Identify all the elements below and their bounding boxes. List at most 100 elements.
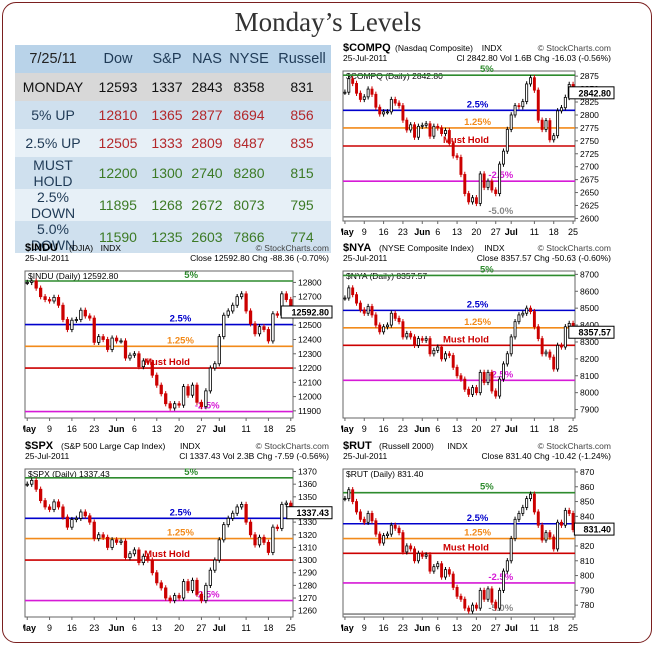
candle-body	[231, 304, 235, 312]
table-cell: 12810	[91, 101, 145, 129]
candle-body	[517, 513, 521, 520]
candle-body	[235, 506, 239, 514]
candle-body	[532, 77, 536, 91]
brand-text: © StockCharts.com	[538, 441, 611, 451]
candle-body	[536, 511, 540, 526]
candle-body	[195, 384, 199, 403]
candle-body	[362, 518, 366, 523]
x-tick-label: 9	[47, 424, 52, 434]
x-tick-label: 23	[398, 424, 408, 434]
candle-body	[173, 403, 177, 409]
candle-body	[370, 88, 374, 95]
candle-body	[529, 77, 532, 85]
y-tick-label: 12200	[298, 363, 322, 373]
level-label: 5%	[480, 264, 494, 275]
chart-symbol: $SPX	[25, 440, 54, 452]
candle-body	[25, 483, 29, 486]
candle-body	[43, 296, 47, 300]
y-tick-label: 12300	[298, 349, 322, 359]
y-tick-label: 860	[580, 482, 594, 492]
candle-body	[150, 361, 154, 376]
candle-body	[244, 293, 248, 312]
candle-body	[397, 317, 401, 323]
candle-body	[358, 302, 362, 311]
level-label: Must Hold	[443, 542, 489, 553]
candle-body	[471, 604, 474, 612]
candle-body	[513, 518, 517, 539]
row-label: MONDAY	[15, 73, 91, 101]
candle-body	[444, 353, 447, 360]
y-tick-label: 12100	[298, 377, 322, 387]
candle-body	[471, 197, 474, 203]
candle-body	[106, 536, 110, 548]
candle-body	[374, 314, 378, 326]
y-tick-label: 1350	[298, 492, 317, 502]
level-label: 5%	[480, 482, 494, 493]
candle-body	[467, 388, 471, 395]
table-cell: 815	[273, 157, 331, 189]
table-cell: 1268	[145, 189, 189, 221]
candle-body	[498, 378, 502, 397]
table-cell: 2740	[189, 157, 225, 189]
candle-body	[521, 507, 525, 514]
candle-body	[467, 607, 471, 612]
candle-body	[447, 569, 451, 575]
candle-body	[30, 479, 34, 485]
y-tick-label: 2775	[580, 123, 599, 133]
candle-body	[436, 125, 440, 129]
level-label: 2.5%	[170, 507, 192, 518]
candle-body	[114, 337, 119, 342]
x-tick-label: Jun	[414, 227, 430, 237]
candle-body	[389, 312, 393, 326]
level-label: -2.5%	[488, 572, 513, 583]
x-tick-label: 18	[549, 623, 559, 633]
candle-body	[347, 287, 351, 299]
candle-body	[240, 504, 244, 508]
candle-body	[490, 180, 494, 191]
candle-body	[447, 130, 451, 144]
x-tick-label: Jul	[505, 424, 518, 434]
candle-body	[440, 127, 444, 134]
candle-body	[271, 313, 275, 342]
table-cell: 795	[273, 189, 331, 221]
table-cell: 12593	[91, 73, 145, 101]
table-cell: 2809	[189, 129, 225, 157]
candle-body	[141, 360, 145, 368]
y-tick-label: 8600	[580, 286, 599, 296]
candle-body	[525, 498, 529, 508]
candle-body	[382, 111, 386, 115]
candle-body	[61, 506, 65, 518]
y-tick-label: 800	[580, 571, 594, 581]
x-tick-label: 13	[152, 623, 162, 633]
candle-body	[378, 533, 382, 544]
table-row: 5.0% DOWN 11590 1235 2603 7866 774	[15, 221, 331, 253]
y-tick-label: 780	[580, 600, 594, 610]
candle-body	[517, 105, 521, 108]
level-label: -5.0%	[488, 206, 513, 217]
plot-area	[24, 468, 294, 618]
chart-legend: $COMPQ (Daily) 2842.80	[346, 71, 443, 81]
candle-body	[413, 124, 416, 138]
candle-body	[56, 297, 61, 306]
table-cell: 774	[273, 221, 331, 253]
x-tick-label: 20	[471, 227, 481, 237]
y-tick-label: 8100	[580, 371, 599, 381]
x-tick-label: 25	[568, 424, 578, 434]
level-label: -5.0%	[488, 603, 513, 614]
candle-body	[52, 501, 56, 510]
chart-date: 25-Jul-2011	[343, 53, 388, 63]
candle-body	[61, 304, 65, 320]
candle-body	[540, 338, 544, 355]
x-tick-label: 23	[398, 227, 408, 237]
y-tick-label: 12000	[298, 392, 322, 402]
candle-body	[358, 92, 362, 100]
x-tick-label: 20	[471, 424, 481, 434]
x-tick-label: 18	[263, 424, 273, 434]
table-cell: 835	[273, 129, 331, 157]
chart-exchange: INDX	[447, 441, 468, 451]
candle-body	[101, 534, 105, 538]
x-tick-label: 9	[362, 227, 367, 237]
candle-body	[222, 524, 226, 541]
candle-body	[164, 393, 168, 405]
candle-body	[486, 180, 490, 188]
